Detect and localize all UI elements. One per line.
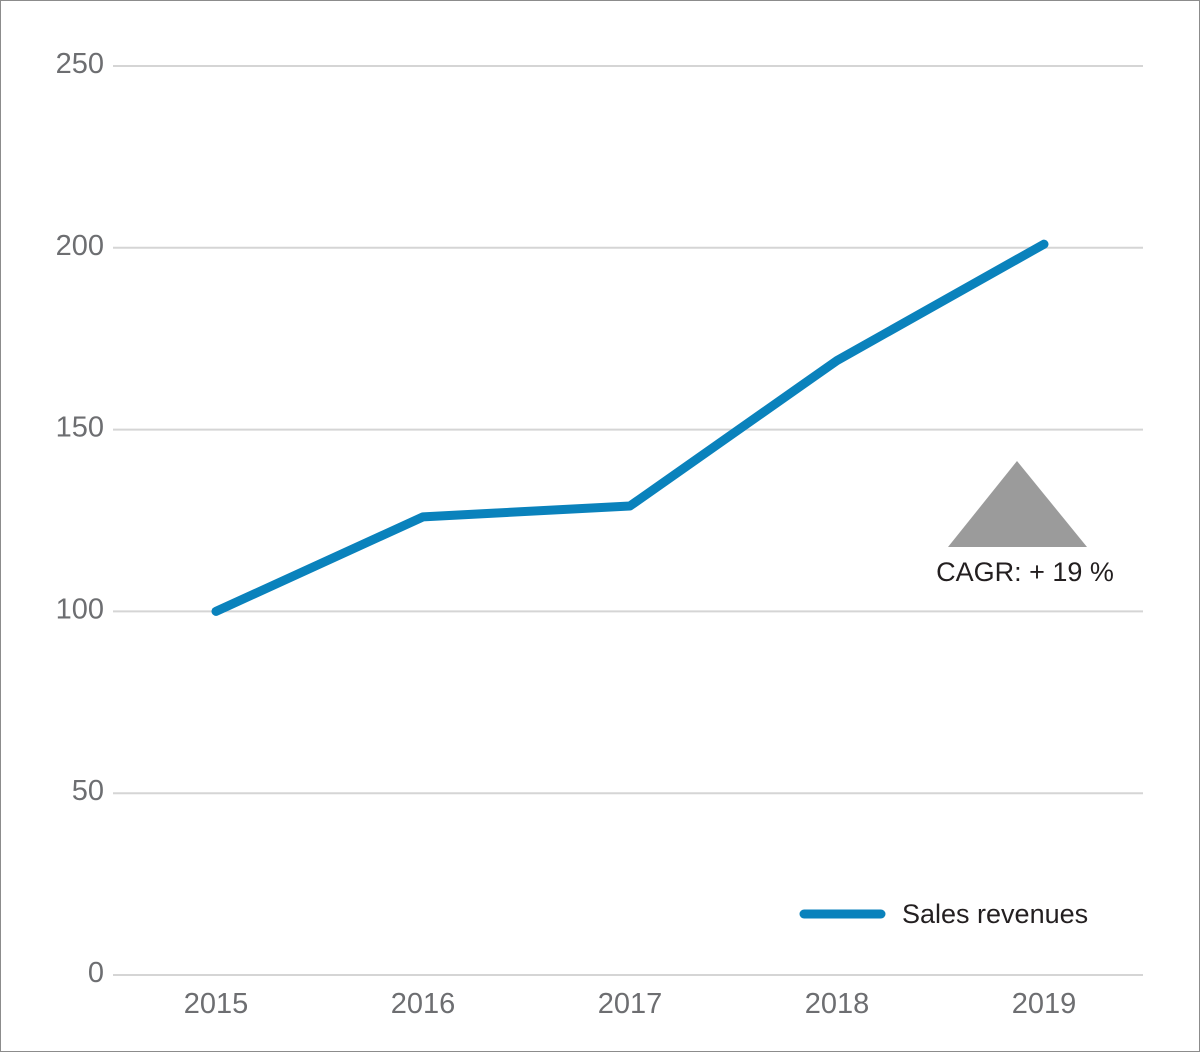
y-tick-label-200: 200 <box>56 230 104 262</box>
legend-label-sales-revenues: Sales revenues <box>902 899 1088 929</box>
x-tick-label-2017: 2017 <box>598 988 663 1020</box>
x-tick-label-2019: 2019 <box>1012 988 1077 1020</box>
cagr-annotation: CAGR: + 19 % <box>936 461 1114 587</box>
cagr-label: CAGR: + 19 % <box>936 557 1114 587</box>
y-tick-label-150: 150 <box>56 412 104 444</box>
x-tick-label-2015: 2015 <box>184 988 249 1020</box>
up-triangle-icon <box>948 461 1087 547</box>
y-tick-label-250: 250 <box>56 48 104 80</box>
y-tick-label-100: 100 <box>56 593 104 625</box>
y-tick-label-0: 0 <box>88 957 104 989</box>
series-lines <box>216 244 1044 611</box>
legend: Sales revenues <box>804 899 1088 929</box>
series-line-sales-revenues <box>216 244 1044 611</box>
x-axis-tick-labels: 2015 2016 2017 2018 2019 <box>184 988 1077 1020</box>
x-tick-label-2016: 2016 <box>391 988 456 1020</box>
x-tick-label-2018: 2018 <box>805 988 870 1020</box>
y-axis-tick-labels: 0 50 100 150 200 250 <box>56 48 104 989</box>
y-tick-label-50: 50 <box>72 775 104 807</box>
